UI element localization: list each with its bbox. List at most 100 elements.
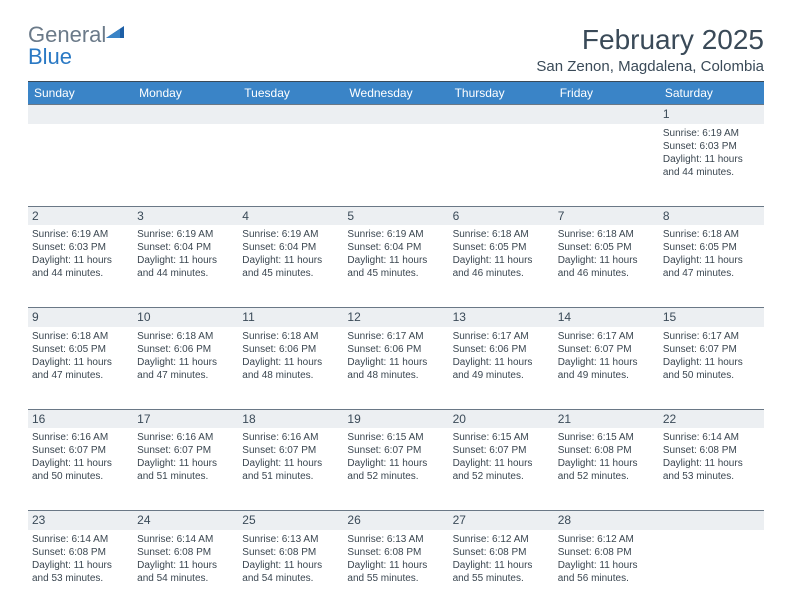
- day-number-cell: 22: [659, 409, 764, 429]
- location: San Zenon, Magdalena, Colombia: [536, 58, 764, 75]
- sunset-text: Sunset: 6:08 PM: [347, 546, 444, 559]
- day-cell: Sunrise: 6:13 AMSunset: 6:08 PMDaylight:…: [238, 530, 343, 612]
- day-number-cell: 3: [133, 206, 238, 226]
- sunrise-text: Sunrise: 6:12 AM: [558, 533, 655, 546]
- day-number: 12: [347, 310, 360, 324]
- day-number: 6: [453, 209, 460, 223]
- daylight-text: Daylight: 11 hours and 53 minutes.: [663, 457, 760, 483]
- sunrise-text: Sunrise: 6:17 AM: [663, 330, 760, 343]
- logo: General Blue: [28, 24, 128, 68]
- title-block: February 2025 San Zenon, Magdalena, Colo…: [536, 24, 764, 75]
- day-cell: Sunrise: 6:16 AMSunset: 6:07 PMDaylight:…: [133, 428, 238, 510]
- day-number-cell: 28: [554, 510, 659, 530]
- daylight-text: Daylight: 11 hours and 52 minutes.: [453, 457, 550, 483]
- sunset-text: Sunset: 6:03 PM: [663, 140, 760, 153]
- day-cell: Sunrise: 6:15 AMSunset: 6:08 PMDaylight:…: [554, 428, 659, 510]
- daylight-text: Daylight: 11 hours and 47 minutes.: [137, 356, 234, 382]
- day-number-cell: 8: [659, 206, 764, 226]
- day-number: 21: [558, 412, 571, 426]
- daylight-text: Daylight: 11 hours and 56 minutes.: [558, 559, 655, 585]
- daylight-text: Daylight: 11 hours and 46 minutes.: [453, 254, 550, 280]
- sunrise-text: Sunrise: 6:18 AM: [663, 228, 760, 241]
- sunset-text: Sunset: 6:08 PM: [32, 546, 129, 559]
- sunset-text: Sunset: 6:07 PM: [32, 444, 129, 457]
- daylight-text: Daylight: 11 hours and 55 minutes.: [347, 559, 444, 585]
- daylight-text: Daylight: 11 hours and 51 minutes.: [137, 457, 234, 483]
- sunrise-text: Sunrise: 6:15 AM: [558, 431, 655, 444]
- sunrise-text: Sunrise: 6:17 AM: [453, 330, 550, 343]
- day-cell: Sunrise: 6:17 AMSunset: 6:07 PMDaylight:…: [659, 327, 764, 409]
- day-cell: Sunrise: 6:19 AMSunset: 6:03 PMDaylight:…: [28, 225, 133, 307]
- daylight-text: Daylight: 11 hours and 47 minutes.: [32, 356, 129, 382]
- day-number-cell: 2: [28, 206, 133, 226]
- daylight-text: Daylight: 11 hours and 45 minutes.: [242, 254, 339, 280]
- sunrise-text: Sunrise: 6:19 AM: [347, 228, 444, 241]
- day-cell: Sunrise: 6:19 AMSunset: 6:04 PMDaylight:…: [343, 225, 448, 307]
- day-number: 19: [347, 412, 360, 426]
- sunrise-text: Sunrise: 6:16 AM: [242, 431, 339, 444]
- sunset-text: Sunset: 6:06 PM: [347, 343, 444, 356]
- daylight-text: Daylight: 11 hours and 44 minutes.: [137, 254, 234, 280]
- day-number: 22: [663, 412, 676, 426]
- sunrise-text: Sunrise: 6:15 AM: [453, 431, 550, 444]
- day-number: 18: [242, 412, 255, 426]
- day-number: 28: [558, 513, 571, 527]
- day-cell: Sunrise: 6:16 AMSunset: 6:07 PMDaylight:…: [28, 428, 133, 510]
- day-number-cell: 11: [238, 307, 343, 327]
- daylight-text: Daylight: 11 hours and 55 minutes.: [453, 559, 550, 585]
- day-number: 9: [32, 310, 39, 324]
- sunset-text: Sunset: 6:06 PM: [453, 343, 550, 356]
- calendar-grid: SundayMondayTuesdayWednesdayThursdayFrid…: [28, 82, 764, 612]
- day-cell: Sunrise: 6:18 AMSunset: 6:05 PMDaylight:…: [28, 327, 133, 409]
- sunrise-text: Sunrise: 6:19 AM: [663, 127, 760, 140]
- day-number-cell: 6: [449, 206, 554, 226]
- daylight-text: Daylight: 11 hours and 51 minutes.: [242, 457, 339, 483]
- day-cell: Sunrise: 6:15 AMSunset: 6:07 PMDaylight:…: [343, 428, 448, 510]
- day-number: 7: [558, 209, 565, 223]
- day-number-cell: [238, 104, 343, 124]
- daylight-text: Daylight: 11 hours and 50 minutes.: [32, 457, 129, 483]
- day-number: 3: [137, 209, 144, 223]
- day-cell: [133, 124, 238, 206]
- day-cell: Sunrise: 6:18 AMSunset: 6:06 PMDaylight:…: [133, 327, 238, 409]
- sunset-text: Sunset: 6:05 PM: [663, 241, 760, 254]
- day-number: 20: [453, 412, 466, 426]
- daylight-text: Daylight: 11 hours and 45 minutes.: [347, 254, 444, 280]
- day-cell: Sunrise: 6:18 AMSunset: 6:05 PMDaylight:…: [554, 225, 659, 307]
- day-number: 16: [32, 412, 45, 426]
- day-number-cell: 13: [449, 307, 554, 327]
- header: General Blue February 2025 San Zenon, Ma…: [28, 24, 764, 75]
- day-number: 14: [558, 310, 571, 324]
- day-header: Monday: [133, 82, 238, 104]
- sunrise-text: Sunrise: 6:14 AM: [137, 533, 234, 546]
- day-number-cell: 10: [133, 307, 238, 327]
- month-title: February 2025: [536, 24, 764, 56]
- day-number-cell: 17: [133, 409, 238, 429]
- day-number-cell: 19: [343, 409, 448, 429]
- day-number: 1: [663, 107, 670, 121]
- sunset-text: Sunset: 6:07 PM: [453, 444, 550, 457]
- day-cell: Sunrise: 6:14 AMSunset: 6:08 PMDaylight:…: [28, 530, 133, 612]
- daylight-text: Daylight: 11 hours and 49 minutes.: [558, 356, 655, 382]
- daylight-text: Daylight: 11 hours and 53 minutes.: [32, 559, 129, 585]
- sunset-text: Sunset: 6:07 PM: [137, 444, 234, 457]
- day-number: 2: [32, 209, 39, 223]
- day-number-cell: [28, 104, 133, 124]
- day-number-cell: [554, 104, 659, 124]
- sunset-text: Sunset: 6:08 PM: [242, 546, 339, 559]
- day-header: Saturday: [659, 82, 764, 104]
- daylight-text: Daylight: 11 hours and 47 minutes.: [663, 254, 760, 280]
- day-cell: Sunrise: 6:17 AMSunset: 6:07 PMDaylight:…: [554, 327, 659, 409]
- sunset-text: Sunset: 6:06 PM: [137, 343, 234, 356]
- sunrise-text: Sunrise: 6:13 AM: [347, 533, 444, 546]
- day-number-cell: 16: [28, 409, 133, 429]
- sunrise-text: Sunrise: 6:18 AM: [242, 330, 339, 343]
- sunrise-text: Sunrise: 6:17 AM: [347, 330, 444, 343]
- day-cell: Sunrise: 6:15 AMSunset: 6:07 PMDaylight:…: [449, 428, 554, 510]
- day-number: 8: [663, 209, 670, 223]
- daylight-text: Daylight: 11 hours and 44 minutes.: [663, 153, 760, 179]
- sunrise-text: Sunrise: 6:19 AM: [137, 228, 234, 241]
- day-number: 13: [453, 310, 466, 324]
- day-cell: Sunrise: 6:19 AMSunset: 6:04 PMDaylight:…: [238, 225, 343, 307]
- sunset-text: Sunset: 6:07 PM: [242, 444, 339, 457]
